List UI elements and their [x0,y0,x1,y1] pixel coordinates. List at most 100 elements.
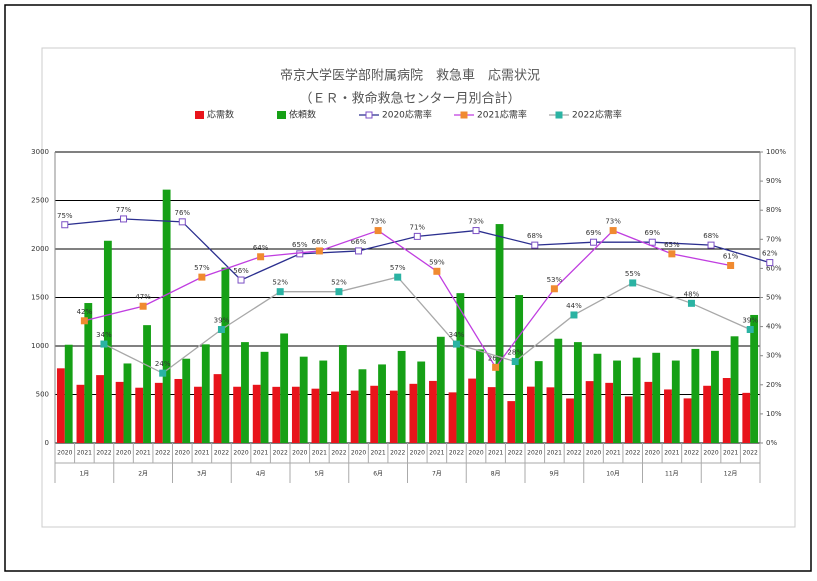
rate-label: 75% [57,212,73,220]
group-label: 2月 [138,471,148,478]
rate-label: 39% [742,317,758,325]
bar [154,382,163,443]
bar [182,358,191,443]
group-label: 6月 [373,471,383,478]
rate-label: 57% [390,264,406,272]
rate-label: 64% [253,244,269,252]
rate-marker [531,241,539,249]
y2-tick-label: 10% [766,410,782,418]
group-label: 5月 [314,471,324,478]
rate-label: 28% [507,349,523,357]
rate-label: 39% [214,317,230,325]
bar [436,336,445,443]
bar [554,338,563,443]
rate-marker [433,267,441,275]
bar [644,381,653,443]
bar [534,361,543,443]
rate-marker [80,317,88,325]
bar [742,392,751,443]
bar [487,387,496,443]
rate-label: 73% [468,218,484,226]
rate-marker [492,363,500,371]
x-tick-label: 2022 [390,450,405,457]
bar [56,368,65,443]
x-tick-label: 2021 [605,450,620,457]
rate-label: 42% [77,308,93,316]
bar [448,392,457,443]
rate-label: 34% [96,331,112,339]
bar [358,369,367,443]
rate-label: 47% [135,293,151,301]
x-tick-label: 2020 [586,450,601,457]
x-tick-label: 2021 [77,450,92,457]
x-tick-label: 2020 [410,450,425,457]
bar [495,224,504,443]
legend-marker [365,111,373,119]
bar [722,378,731,443]
bar [350,390,359,443]
rate-marker [727,261,735,269]
rate-marker [296,250,304,258]
rate-line [103,276,751,374]
rate-label: 62% [762,250,778,258]
bar [311,388,320,443]
bar [605,382,614,443]
x-tick-label: 2021 [135,450,150,457]
rate-marker [648,238,656,246]
rate-label: 24% [155,360,171,368]
rate-label: 26% [488,354,504,362]
y2-tick-label: 70% [766,235,782,243]
rate-label: 44% [566,302,582,310]
legend-marker [555,111,563,119]
bar [750,314,759,443]
x-tick-label: 2022 [566,450,581,457]
rate-marker [198,273,206,281]
rate-label: 66% [312,238,328,246]
legend-marker [460,111,468,119]
x-tick-label: 2022 [508,450,523,457]
group-label: 11月 [665,471,679,478]
x-tick-label: 2021 [194,450,209,457]
bar [252,384,261,443]
bar [76,384,85,443]
bar [162,189,171,443]
bar [671,360,680,443]
x-tick-label: 2022 [214,450,229,457]
bar [632,357,641,443]
group-label: 7月 [432,471,442,478]
bar [526,386,535,443]
y2-tick-label: 30% [766,352,782,360]
x-tick-label: 2020 [351,450,366,457]
y2-tick-label: 80% [766,206,782,214]
x-tick-label: 2022 [273,450,288,457]
y2-tick-label: 0% [766,439,777,447]
rate-marker [257,253,265,261]
rate-marker [766,259,774,267]
group-label: 4月 [256,471,266,478]
rate-label: 65% [292,241,308,249]
legend-swatch [195,111,204,119]
bar [103,240,112,443]
rate-label: 53% [547,276,563,284]
rate-label: 55% [625,270,641,278]
bar [123,363,132,443]
chart-frame [41,47,796,528]
rate-marker [746,326,754,334]
rate-marker [629,279,637,287]
bar [624,396,633,443]
bar [507,401,516,443]
bar [143,325,151,443]
rate-marker [452,340,460,348]
x-tick-label: 2022 [449,450,464,457]
x-tick-label: 2020 [233,450,248,457]
x-tick-label: 2021 [547,450,562,457]
rate-marker [394,273,402,281]
x-tick-label: 2021 [312,450,327,457]
group-label: 3月 [197,471,207,478]
x-tick-label: 2021 [429,450,444,457]
group-label: 10月 [606,471,620,478]
rate-marker [355,247,363,255]
rate-label: 73% [370,218,386,226]
x-tick-label: 2020 [703,450,718,457]
